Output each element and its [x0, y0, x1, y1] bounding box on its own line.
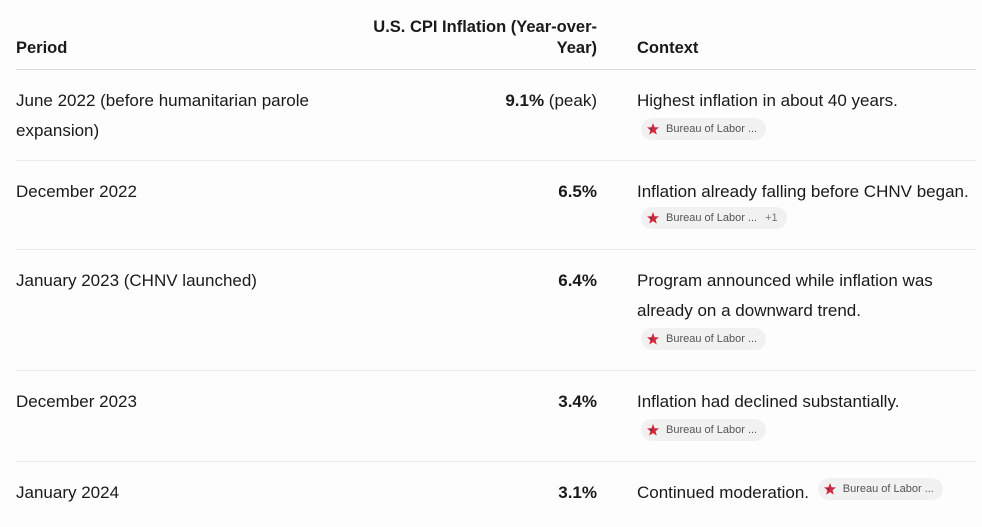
context-text: Highest inflation in about 40 years. [637, 91, 898, 110]
inflation-cell: 9.1% (peak) [356, 69, 597, 161]
inflation-value: 6.5% [558, 182, 597, 201]
table-row: January 2023 (CHNV launched) 6.4% Progra… [16, 249, 976, 371]
period-cell: June 2022 (before humanitarian parole ex… [16, 69, 356, 161]
inflation-table-container: Period U.S. CPI Inflation (Year-over-Yea… [16, 0, 976, 520]
header-context: Context [597, 0, 976, 70]
context-text: Continued moderation. [637, 483, 810, 502]
source-label: Bureau of Labor ... [666, 424, 758, 436]
header-inflation: U.S. CPI Inflation (Year-over-Year) [356, 0, 597, 70]
inflation-value: 9.1% [505, 91, 545, 110]
table-row: June 2022 (before humanitarian parole ex… [16, 69, 976, 161]
bls-star-icon [647, 333, 659, 345]
inflation-cell: 6.4% [356, 249, 597, 371]
context-cell: Inflation already falling before CHNV be… [597, 160, 976, 250]
inflation-cell: 3.1% [356, 462, 597, 521]
more-sources-count: +1 [765, 212, 778, 224]
context-cell: Highest inflation in about 40 years. Bur… [597, 69, 976, 161]
bls-star-icon [647, 123, 659, 135]
inflation-table: Period U.S. CPI Inflation (Year-over-Yea… [16, 0, 976, 520]
source-label: Bureau of Labor ... [666, 212, 758, 224]
table-row: December 2022 6.5% Inflation already fal… [16, 160, 976, 250]
context-cell: Program announced while inflation was al… [597, 249, 976, 371]
source-chip[interactable]: Bureau of Labor ... +1 [641, 207, 787, 229]
period-cell: December 2023 [16, 370, 356, 462]
source-chip[interactable]: Bureau of Labor ... [641, 419, 767, 441]
bls-star-icon [823, 483, 836, 495]
source-label: Bureau of Labor ... [666, 123, 758, 135]
inflation-value: 3.4% [558, 392, 597, 411]
bls-star-icon [647, 424, 659, 436]
source-chip[interactable]: Bureau of Labor ... [817, 478, 943, 500]
inflation-suffix: (peak) [544, 91, 597, 110]
period-cell: January 2024 [16, 483, 120, 502]
context-text: Inflation already falling before CHNV be… [637, 182, 969, 201]
inflation-cell: 3.4% [356, 370, 597, 462]
source-chip[interactable]: Bureau of Labor ... [641, 118, 767, 140]
bls-star-icon [647, 212, 659, 224]
header-period: Period [16, 0, 356, 70]
context-cell: Inflation had declined substantially. Bu… [597, 370, 976, 462]
context-text: Program announced while inflation was al… [637, 271, 933, 320]
context-cell: Continued moderation. Bureau of Labor ..… [597, 462, 976, 521]
inflation-cell: 6.5% [356, 160, 597, 250]
table-row: January 2024 3.1% Continued moderation. … [16, 462, 976, 521]
table-header-row: Period U.S. CPI Inflation (Year-over-Yea… [16, 0, 976, 70]
source-chip[interactable]: Bureau of Labor ... [641, 328, 767, 350]
inflation-value: 6.4% [558, 271, 597, 290]
source-label: Bureau of Labor ... [666, 333, 758, 345]
period-cell: December 2022 [16, 160, 356, 250]
context-text: Inflation had declined substantially. [637, 392, 900, 411]
period-cell: January 2023 (CHNV launched) [16, 249, 356, 371]
inflation-value: 3.1% [558, 483, 597, 502]
table-row: December 2023 3.4% Inflation had decline… [16, 370, 976, 462]
source-label: Bureau of Labor ... [842, 483, 934, 495]
